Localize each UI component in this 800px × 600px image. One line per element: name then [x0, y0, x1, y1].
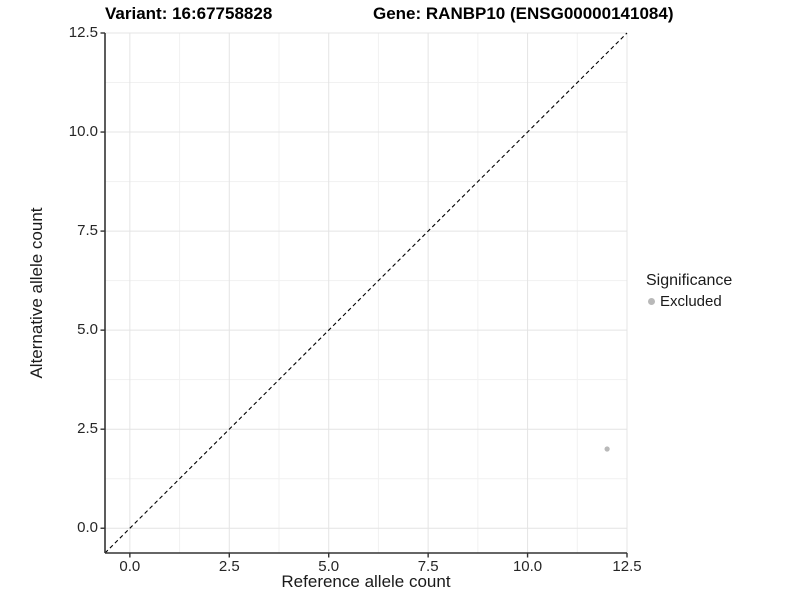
- y-axis-title: Alternative allele count: [27, 207, 46, 379]
- legend-item-excluded: Excluded: [646, 293, 732, 310]
- variant-title: Variant: 16:67758828: [105, 4, 273, 23]
- x-axis-title: Reference allele count: [281, 572, 451, 591]
- x-tick-label: 7.5: [417, 558, 439, 575]
- x-tick-label: 5.0: [318, 558, 340, 575]
- y-tick-label: 12.5: [68, 24, 98, 41]
- data-point: [604, 446, 610, 452]
- y-tick-label: 10.0: [68, 123, 98, 141]
- identity-dashed-line: [104, 32, 628, 554]
- gene-title: Gene: RANBP10 (ENSG00000141084): [373, 4, 674, 23]
- legend-point-icon: [648, 298, 655, 305]
- y-tick-label: 0.0: [77, 519, 98, 537]
- legend-item-label: Excluded: [660, 293, 722, 310]
- x-tick-label: 12.5: [612, 558, 642, 575]
- y-tick-label: 5.0: [77, 321, 98, 339]
- x-tick-label: 10.0: [512, 558, 543, 575]
- y-tick-label: 2.5: [77, 420, 98, 438]
- x-tick-label: 0.0: [119, 558, 141, 575]
- legend: Significance Excluded: [646, 272, 732, 310]
- x-tick-label: 2.5: [218, 558, 240, 575]
- legend-title: Significance: [646, 272, 733, 289]
- y-tick-label: 7.5: [77, 222, 98, 240]
